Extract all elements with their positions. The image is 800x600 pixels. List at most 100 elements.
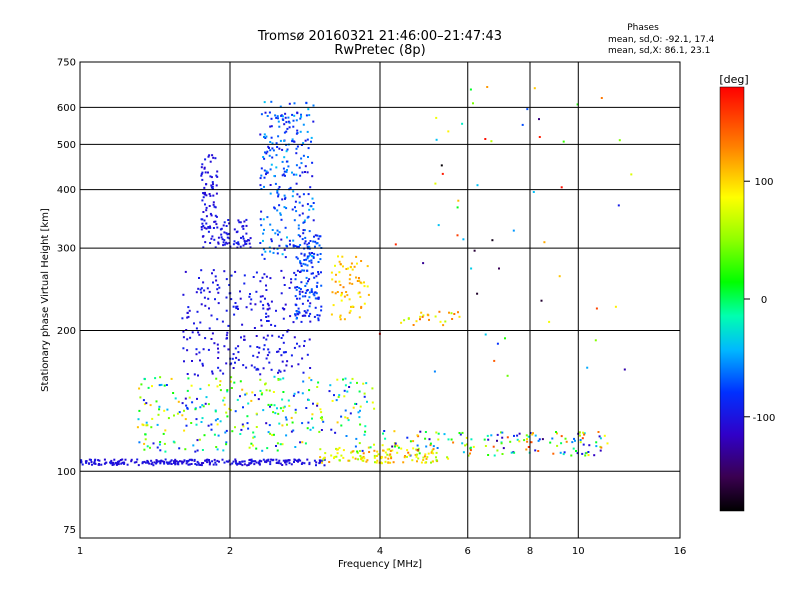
echo-point	[406, 455, 408, 458]
echo-point	[407, 451, 410, 454]
echo-point	[163, 461, 166, 463]
echo-point	[555, 431, 557, 433]
echo-point	[209, 242, 212, 244]
echo-point	[193, 373, 196, 376]
echo-point	[525, 434, 528, 437]
echo-point	[292, 190, 295, 193]
echo-point	[424, 437, 427, 440]
echo-point	[186, 349, 189, 352]
echo-point	[296, 145, 299, 148]
echo-point	[216, 288, 219, 291]
echo-point	[412, 440, 415, 443]
echo-point	[277, 371, 279, 374]
echo-point	[227, 219, 230, 221]
echo-point	[279, 443, 282, 446]
echo-point	[312, 426, 315, 429]
echo-point	[267, 348, 270, 351]
echo-point	[268, 351, 271, 354]
echo-point	[347, 267, 350, 270]
echo-point	[187, 377, 190, 380]
echo-point	[260, 174, 263, 177]
echo-point	[316, 404, 319, 407]
echo-point	[284, 459, 287, 462]
echo-point	[216, 418, 219, 420]
echo-point	[204, 158, 207, 161]
echo-point	[223, 239, 226, 242]
echo-point	[272, 391, 275, 393]
echo-point	[583, 433, 586, 436]
echo-point	[319, 253, 322, 255]
echo-point	[205, 396, 208, 399]
echo-point	[90, 461, 93, 463]
echo-point	[293, 219, 296, 222]
echo-point	[317, 261, 320, 263]
echo-point	[435, 116, 438, 119]
echo-point	[316, 314, 319, 317]
echo-point	[234, 361, 236, 364]
echo-point	[294, 313, 296, 316]
echo-point	[200, 291, 203, 294]
echo-point	[268, 111, 271, 114]
echo-point	[357, 292, 360, 295]
echo-point	[242, 406, 244, 409]
echo-point	[100, 463, 103, 466]
echo-point	[208, 307, 210, 310]
echo-point	[362, 455, 365, 458]
echo-point	[506, 436, 509, 439]
echo-point	[187, 306, 190, 309]
echo-point	[305, 407, 308, 409]
echo-point	[317, 297, 320, 300]
echo-point	[231, 430, 234, 433]
echo-point	[432, 445, 435, 448]
echo-point	[277, 135, 280, 138]
echo-point	[235, 462, 237, 465]
echo-point	[312, 272, 314, 275]
echo-point	[296, 257, 299, 260]
echo-point	[232, 367, 235, 369]
echo-point	[259, 389, 262, 392]
echo-point	[284, 416, 287, 419]
echo-point	[285, 434, 288, 437]
echo-point	[210, 314, 213, 317]
echo-point	[310, 205, 313, 208]
echo-point	[245, 242, 248, 245]
echo-point	[518, 440, 521, 443]
echo-point	[202, 192, 205, 195]
echo-point	[334, 292, 337, 295]
echo-point	[560, 186, 563, 189]
echo-point	[257, 462, 260, 465]
echo-point	[424, 453, 427, 456]
echo-point	[599, 437, 602, 440]
echo-point	[337, 448, 340, 451]
echo-point	[262, 239, 264, 242]
echo-point	[259, 373, 262, 376]
echo-point	[163, 409, 166, 412]
echo-point	[366, 400, 368, 403]
echo-point	[516, 434, 519, 437]
echo-point	[185, 424, 188, 427]
echo-point	[354, 402, 357, 405]
echo-point	[265, 152, 268, 155]
echo-point	[305, 101, 308, 104]
echo-point	[241, 464, 244, 467]
echo-point	[538, 136, 541, 138]
echo-point	[362, 452, 365, 455]
echo-point	[265, 275, 268, 278]
echo-point	[193, 458, 196, 461]
echo-point	[424, 461, 427, 464]
echo-point	[296, 111, 299, 114]
echo-point	[408, 453, 411, 456]
echo-point	[292, 244, 295, 247]
echo-point	[225, 309, 228, 312]
colorbar	[719, 86, 745, 512]
echo-point	[285, 150, 288, 153]
echo-point	[376, 450, 379, 453]
echo-point	[400, 321, 403, 324]
echo-point	[448, 311, 450, 314]
echo-point	[295, 164, 298, 167]
echo-point	[226, 390, 229, 393]
echo-point	[279, 407, 282, 410]
echo-point	[302, 371, 305, 374]
echo-point	[239, 297, 242, 300]
echo-point	[331, 291, 334, 294]
